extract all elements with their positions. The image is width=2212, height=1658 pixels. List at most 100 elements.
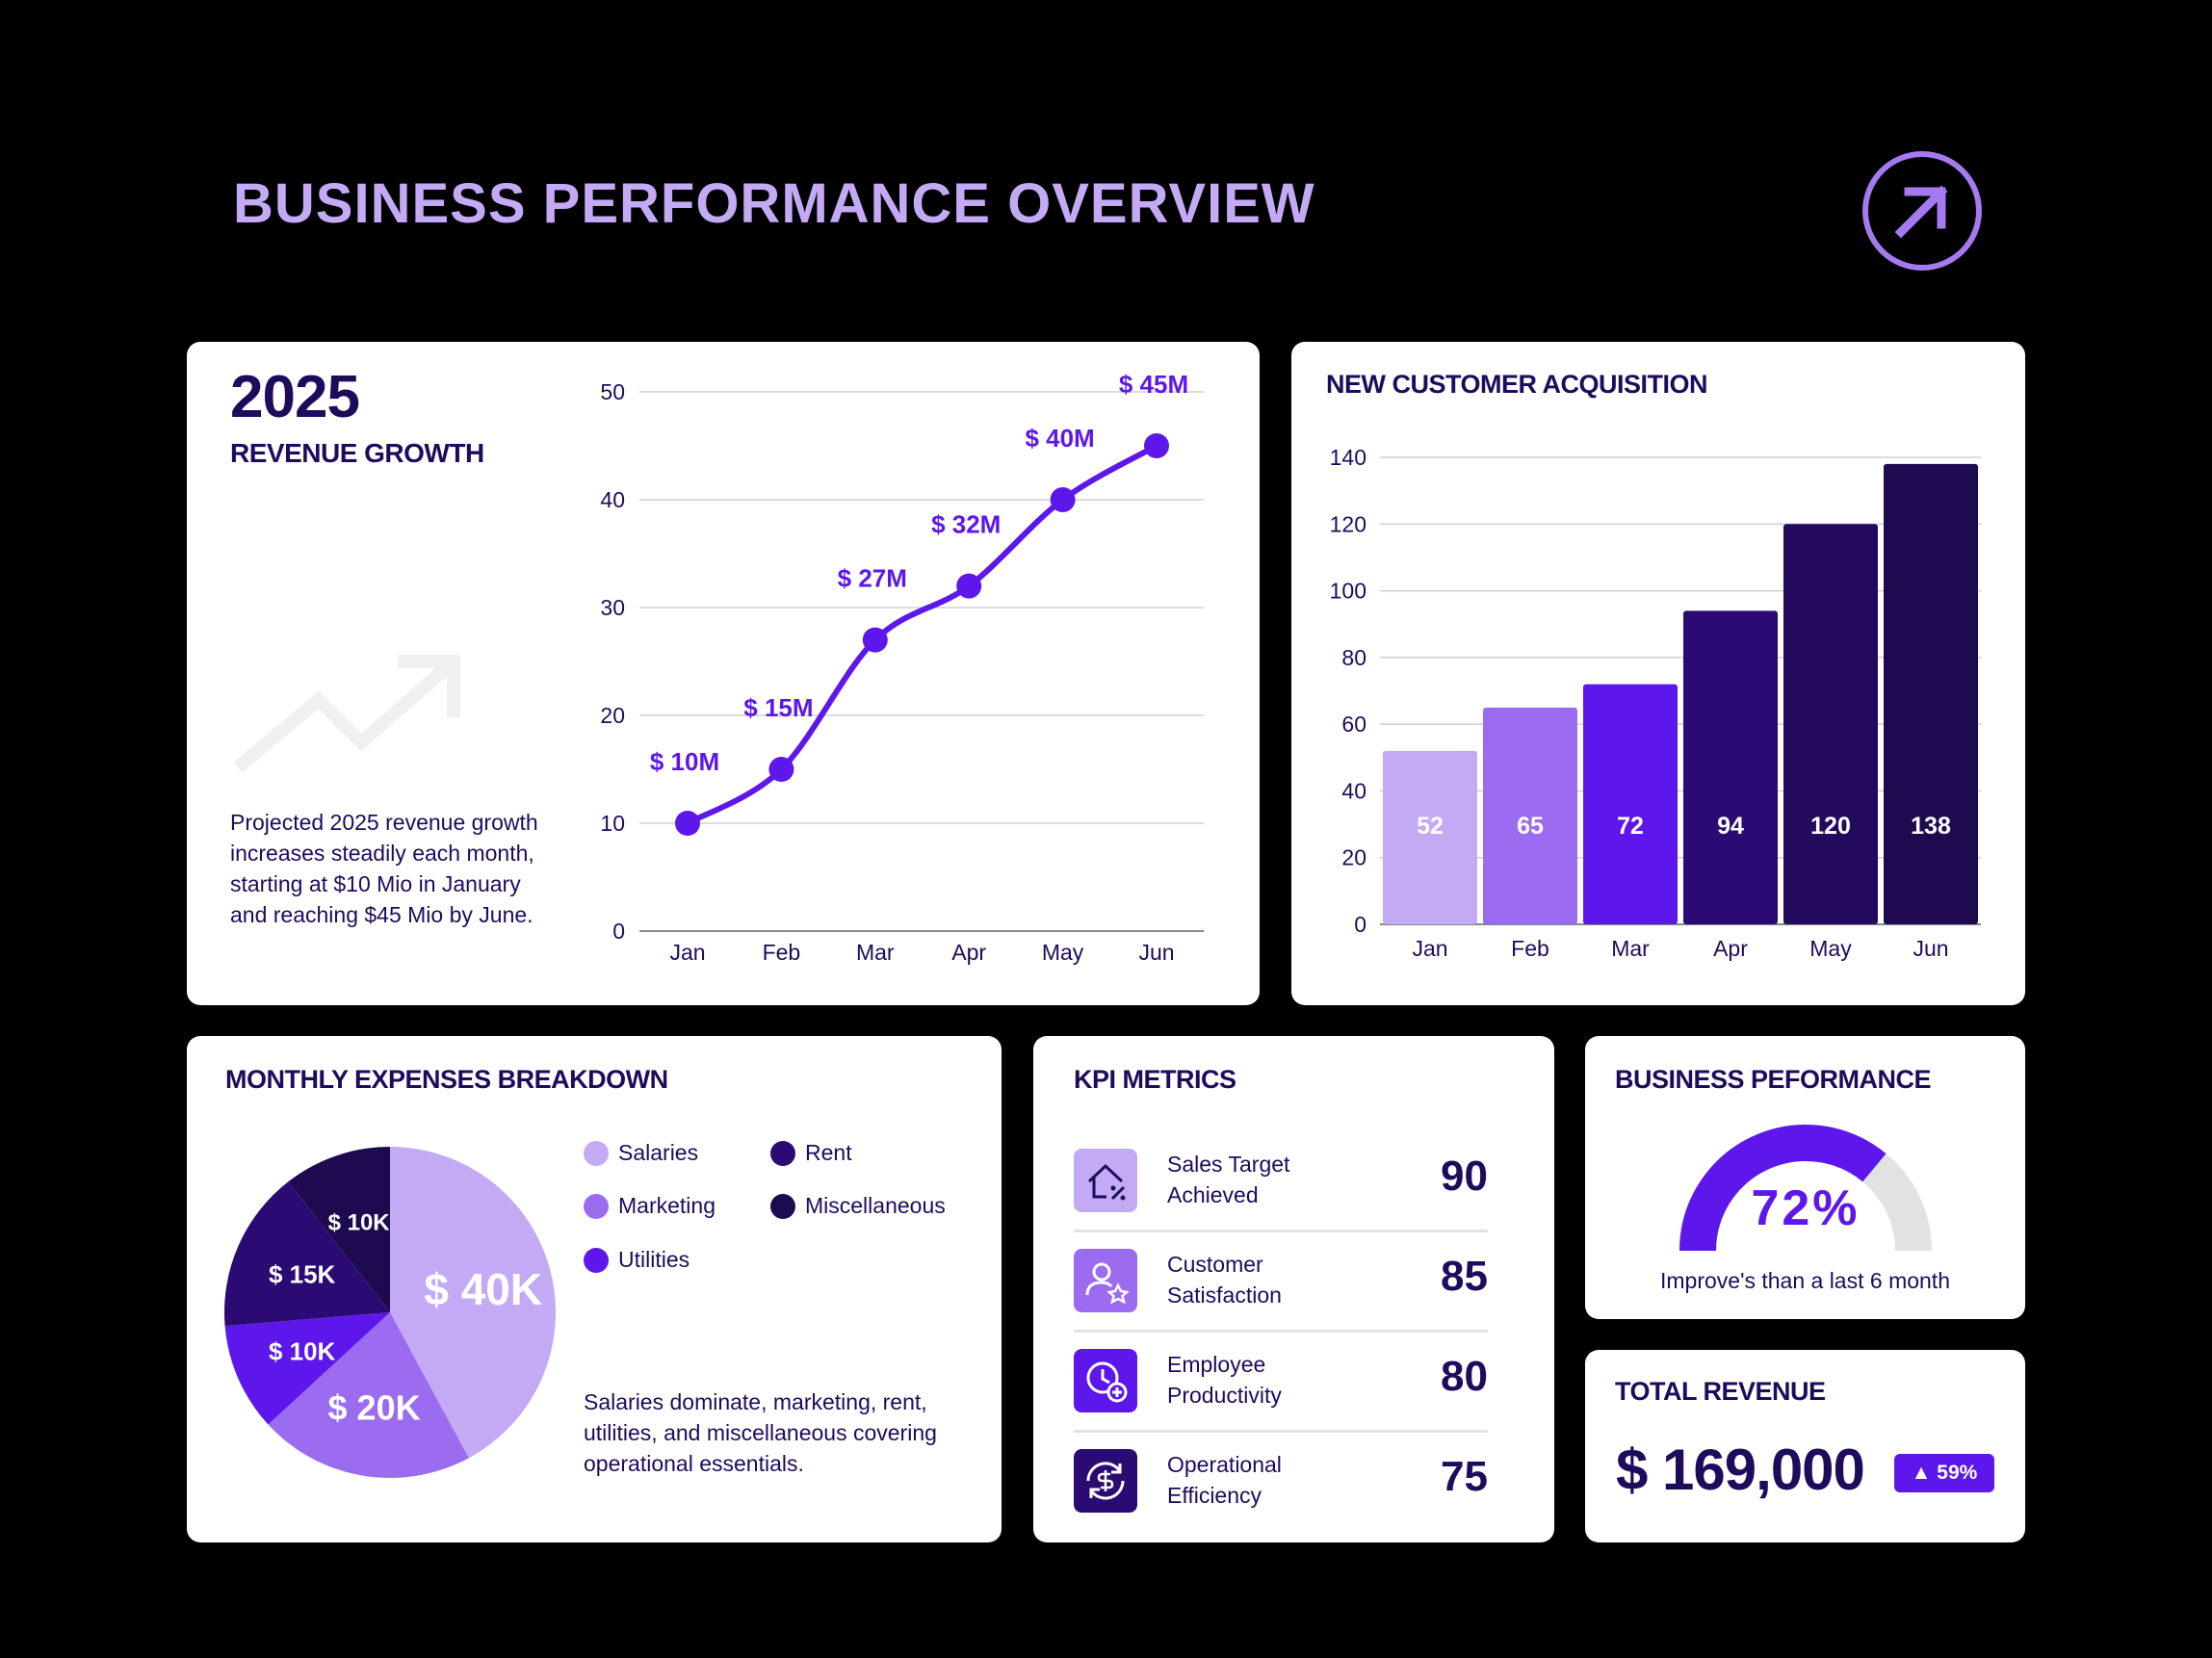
bar <box>1683 610 1778 924</box>
pie-slice-label: $ 10K <box>269 1336 336 1365</box>
bar <box>1483 707 1577 924</box>
data-point <box>768 757 794 782</box>
data-label: $ 40M <box>1025 424 1094 453</box>
data-label: $ 45M <box>1119 370 1188 399</box>
bar <box>1383 750 1477 924</box>
revenue-description: Projected 2025 revenue growth increases … <box>230 810 538 927</box>
gauge-note: Improve's than a last 6 month <box>1660 1268 1950 1293</box>
legend-label: Utilities <box>618 1247 690 1272</box>
legend-label: Rent <box>805 1140 852 1165</box>
trending-up-icon <box>233 655 460 773</box>
x-tick-label: Apr <box>951 940 986 965</box>
bar-value-label: 52 <box>1417 813 1444 840</box>
x-tick-label: Jan <box>669 940 705 965</box>
bar-value-label: 94 <box>1717 813 1744 840</box>
legend-label: Miscellaneous <box>805 1193 946 1218</box>
pie-slice-label: $ 10K <box>328 1209 391 1235</box>
kpi-label: Sales Target Achieved <box>1167 1152 1290 1207</box>
kpi-value: 75 <box>1441 1453 1488 1500</box>
page-title: BUSINESS PERFORMANCE OVERVIEW <box>233 172 1315 235</box>
pie-slice <box>390 1147 556 1459</box>
legend-swatch <box>584 1247 609 1273</box>
y-tick-label: 30 <box>600 595 625 620</box>
kpi-label: Operational Efficiency <box>1167 1452 1282 1508</box>
x-tick-label: Jun <box>1138 940 1174 965</box>
data-point <box>862 627 888 653</box>
legend-label: Salaries <box>618 1140 699 1165</box>
dollar-cycle-icon <box>1074 1449 1137 1513</box>
bar-value-label: 120 <box>1810 813 1851 840</box>
gauge-fill <box>1679 1125 1887 1252</box>
x-tick-label: Apr <box>1713 936 1748 961</box>
y-tick-label: 40 <box>1341 778 1366 803</box>
legend-item-salaries: Salaries <box>584 1140 698 1166</box>
kpi-metrics-card: KPI METRICS Sales Target Achieved 90 Cus… <box>1033 1036 1554 1542</box>
house-percent-icon <box>1074 1149 1137 1212</box>
data-point <box>956 573 982 599</box>
x-tick-label: Mar <box>1611 936 1650 961</box>
clock-plus-icon <box>1074 1349 1137 1412</box>
expenses-card: MONTHLY EXPENSES BREAKDOWN $ 40K $ 20K $ 1… <box>187 1036 1002 1542</box>
revenue-line-chart: 0 10 20 30 40 50 Jan Feb Mar Apr May Jun $ 10M $ 15M $… <box>600 370 1204 965</box>
kpi-value: 85 <box>1441 1253 1488 1300</box>
pie-slice <box>288 1147 390 1312</box>
kpi-label: Employee Productivity <box>1167 1352 1282 1408</box>
legend-swatch <box>584 1140 609 1166</box>
growth-badge: ▲ 59% <box>1894 1454 1994 1492</box>
y-tick-label: 120 <box>1330 511 1366 536</box>
legend-item-rent: Rent <box>770 1140 852 1166</box>
legend-label: Marketing <box>618 1193 716 1218</box>
bar-value-label: 65 <box>1517 813 1544 840</box>
gauge-percent: 72% <box>1751 1180 1860 1236</box>
x-tick-label: Jan <box>1412 936 1447 961</box>
data-label: $ 15M <box>743 693 813 722</box>
kpi-row-operational-efficiency: Operational Efficiency 75 <box>1074 1430 1488 1530</box>
y-tick-label: 140 <box>1330 445 1366 470</box>
customer-acquisition-card: NEW CUSTOMER ACQUISITION 0 20 40 60 80 100 120… <box>1291 342 2025 1005</box>
y-tick-label: 50 <box>600 379 625 404</box>
pie-slice-label: $ 20K <box>328 1387 421 1427</box>
x-tick-label: Feb <box>763 940 801 965</box>
legend-item-marketing: Marketing <box>584 1193 716 1219</box>
performance-card-title: BUSINESS PEFORMANCE <box>1615 1065 1932 1094</box>
y-tick-label: 40 <box>600 487 625 512</box>
legend-swatch <box>770 1140 795 1166</box>
y-tick-label: 60 <box>1341 712 1366 737</box>
arrow-up-right-circle-icon[interactable] <box>1861 149 1984 272</box>
business-performance-card: BUSINESS PEFORMANCE 72% Improve's than a… <box>1585 1036 2025 1319</box>
y-tick-label: 0 <box>1354 912 1366 937</box>
data-point <box>1144 433 1169 458</box>
total-revenue-value: $ 169,000 <box>1616 1438 1865 1502</box>
revenue-subtitle: REVENUE GROWTH <box>230 438 484 468</box>
revenue-growth-card: 2025 REVENUE GROWTH Projected 2025 reven… <box>187 342 1260 1005</box>
legend-item-miscellaneous: Miscellaneous <box>770 1193 946 1219</box>
kpi-label: Customer Satisfaction <box>1167 1252 1282 1308</box>
legend-swatch <box>770 1193 795 1219</box>
kpi-card-title: KPI METRICS <box>1074 1065 1236 1094</box>
pie-slice <box>224 1312 390 1425</box>
kpi-value: 80 <box>1441 1353 1488 1400</box>
bar <box>1783 524 1878 924</box>
legend-item-utilities: Utilities <box>584 1247 690 1273</box>
expenses-card-title: MONTHLY EXPENSES BREAKDOWN <box>225 1065 668 1094</box>
bar-value-label: 138 <box>1911 813 1951 840</box>
kpi-value: 90 <box>1441 1153 1488 1200</box>
data-label: $ 27M <box>838 564 907 593</box>
kpi-row-sales-target: Sales Target Achieved 90 <box>1074 1129 1488 1232</box>
x-tick-label: Mar <box>856 940 895 965</box>
x-tick-label: May <box>1042 940 1084 965</box>
revenue-series-line <box>686 443 1158 826</box>
bar <box>1583 684 1678 924</box>
x-tick-label: Feb <box>1511 936 1549 961</box>
kpi-row-employee-productivity: Employee Productivity 80 <box>1074 1330 1488 1433</box>
user-star-icon <box>1074 1249 1137 1312</box>
total-card-title: TOTAL REVENUE <box>1615 1377 1826 1406</box>
y-tick-label: 0 <box>612 919 625 944</box>
data-label: $ 32M <box>931 510 1001 539</box>
x-tick-label: Jun <box>1913 936 1948 961</box>
y-tick-label: 10 <box>600 811 625 836</box>
pie-slice <box>224 1181 390 1327</box>
expenses-pie-chart: $ 40K $ 20K $ 10K $ 15K $ 10K <box>224 1147 556 1478</box>
data-point <box>675 811 700 836</box>
customer-bar-chart: 0 20 40 60 80 100 120 140 52 Jan 65 Feb 72 Mar 94 Apr 12… <box>1330 445 1981 961</box>
